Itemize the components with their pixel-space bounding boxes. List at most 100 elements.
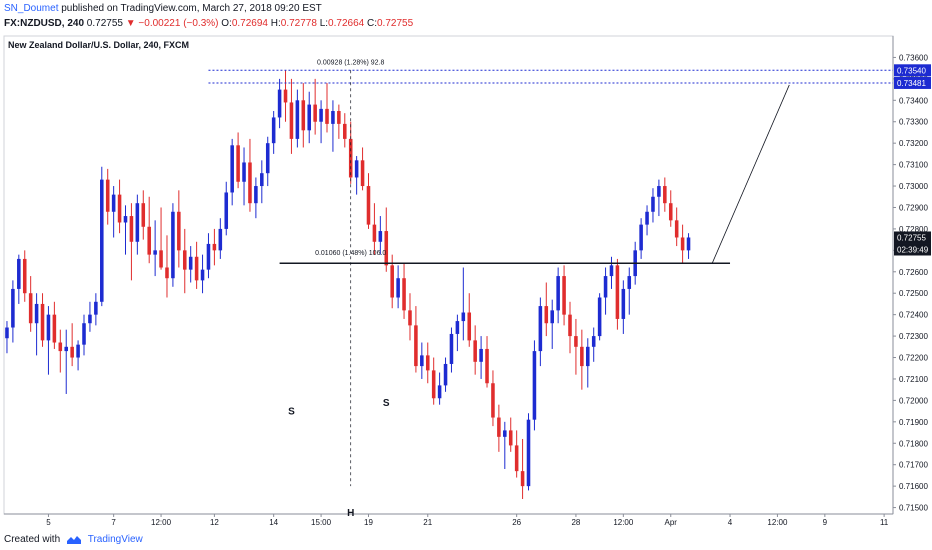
candle-body[interactable] [135, 203, 140, 242]
candle-body[interactable] [532, 351, 537, 420]
candle-body[interactable] [283, 89, 288, 103]
candle-body[interactable] [384, 231, 389, 266]
candle-body[interactable] [64, 346, 69, 352]
candle-body[interactable] [34, 303, 39, 324]
candle-body[interactable] [360, 160, 365, 187]
candle-body[interactable] [182, 250, 187, 270]
candle-body[interactable] [651, 196, 655, 212]
candle-body[interactable] [265, 143, 270, 174]
candle-body[interactable] [574, 336, 578, 347]
candle-body[interactable] [520, 471, 525, 487]
candle-body[interactable] [491, 383, 495, 418]
candle-body[interactable] [277, 89, 282, 118]
candle-body[interactable] [514, 445, 519, 472]
candle-body[interactable] [58, 342, 63, 352]
candle-body[interactable] [289, 102, 294, 139]
candle-body[interactable] [396, 278, 400, 298]
candle-body[interactable] [94, 301, 98, 315]
candle-body[interactable] [544, 306, 549, 324]
candle-body[interactable] [343, 123, 347, 139]
candle-body[interactable] [585, 346, 590, 367]
price-chart[interactable]: New Zealand Dollar/U.S. Dollar, 240, FXC… [0, 34, 932, 530]
candle-body[interactable] [663, 186, 667, 204]
candle-body[interactable] [580, 346, 584, 367]
candle-body[interactable] [414, 325, 418, 367]
candle-body[interactable] [236, 145, 240, 182]
candle-body[interactable] [479, 348, 483, 362]
candle-body[interactable] [568, 314, 572, 337]
author-link[interactable]: SN_Doumet [4, 3, 59, 14]
candle-body[interactable] [348, 138, 353, 178]
candle-body[interactable] [230, 145, 234, 193]
candle-body[interactable] [248, 162, 252, 204]
candle-body[interactable] [639, 224, 643, 251]
candle-body[interactable] [212, 243, 217, 251]
candle-body[interactable] [22, 258, 27, 294]
candle-body[interactable] [657, 186, 661, 197]
candle-body[interactable] [206, 243, 211, 270]
candle-body[interactable] [449, 333, 454, 364]
candle-body[interactable] [668, 203, 673, 221]
candle-body[interactable] [325, 108, 329, 124]
candle-body[interactable] [117, 194, 122, 223]
candle-body[interactable] [372, 224, 377, 242]
candle-body[interactable] [337, 111, 341, 124]
candle-body[interactable] [313, 104, 317, 122]
candle-body[interactable] [603, 276, 608, 298]
candle-body[interactable] [46, 314, 51, 341]
candle-body[interactable] [224, 192, 229, 229]
candle-body[interactable] [177, 211, 181, 251]
candle-body[interactable] [70, 346, 74, 358]
candle-body[interactable] [188, 256, 193, 270]
candle-body[interactable] [153, 250, 157, 255]
candle-body[interactable] [686, 237, 691, 251]
candle-body[interactable] [88, 314, 92, 324]
candle-body[interactable] [111, 194, 116, 212]
candle-body[interactable] [562, 276, 566, 315]
candle-body[interactable] [609, 265, 614, 277]
candle-body[interactable] [295, 100, 300, 139]
candle-body[interactable] [591, 336, 596, 347]
candle-body[interactable] [473, 340, 477, 362]
candle-body[interactable] [129, 216, 134, 242]
candle-body[interactable] [141, 203, 146, 227]
candle-body[interactable] [627, 276, 632, 289]
candle-body[interactable] [497, 417, 501, 437]
candle-body[interactable] [402, 278, 406, 311]
candle-body[interactable] [271, 117, 276, 144]
candle-body[interactable] [319, 108, 323, 122]
candle-body[interactable] [615, 265, 620, 319]
candle-body[interactable] [307, 104, 312, 131]
candle-body[interactable] [556, 276, 560, 311]
candle-body[interactable] [260, 173, 264, 187]
candle-body[interactable] [171, 211, 175, 279]
candle-body[interactable] [123, 216, 128, 223]
candle-body[interactable] [218, 228, 223, 251]
candle-body[interactable] [301, 100, 306, 131]
candle-body[interactable] [431, 370, 436, 399]
candle-body[interactable] [443, 363, 448, 386]
candle-body[interactable] [455, 321, 460, 334]
candle-body[interactable] [503, 430, 507, 437]
candle-body[interactable] [526, 419, 531, 487]
candle-body[interactable] [680, 237, 685, 251]
candle-body[interactable] [194, 256, 199, 281]
candle-body[interactable] [331, 111, 335, 124]
candle-body[interactable] [254, 186, 258, 204]
candle-body[interactable] [378, 231, 383, 242]
candle-body[interactable] [461, 312, 466, 322]
candle-body[interactable] [366, 186, 371, 225]
candle-body[interactable] [28, 293, 33, 324]
candle-body[interactable] [425, 355, 430, 371]
tradingview-brand[interactable]: TradingView [87, 534, 143, 545]
candle-body[interactable] [147, 226, 151, 255]
candle-body[interactable] [674, 220, 679, 238]
candle-body[interactable] [165, 267, 169, 279]
candle-body[interactable] [538, 306, 543, 352]
candle-body[interactable] [105, 179, 110, 212]
candle-body[interactable] [437, 385, 442, 399]
candle-body[interactable] [645, 211, 649, 225]
candle-body[interactable] [420, 355, 424, 367]
candle-body[interactable] [390, 265, 394, 298]
candle-body[interactable] [5, 327, 9, 339]
